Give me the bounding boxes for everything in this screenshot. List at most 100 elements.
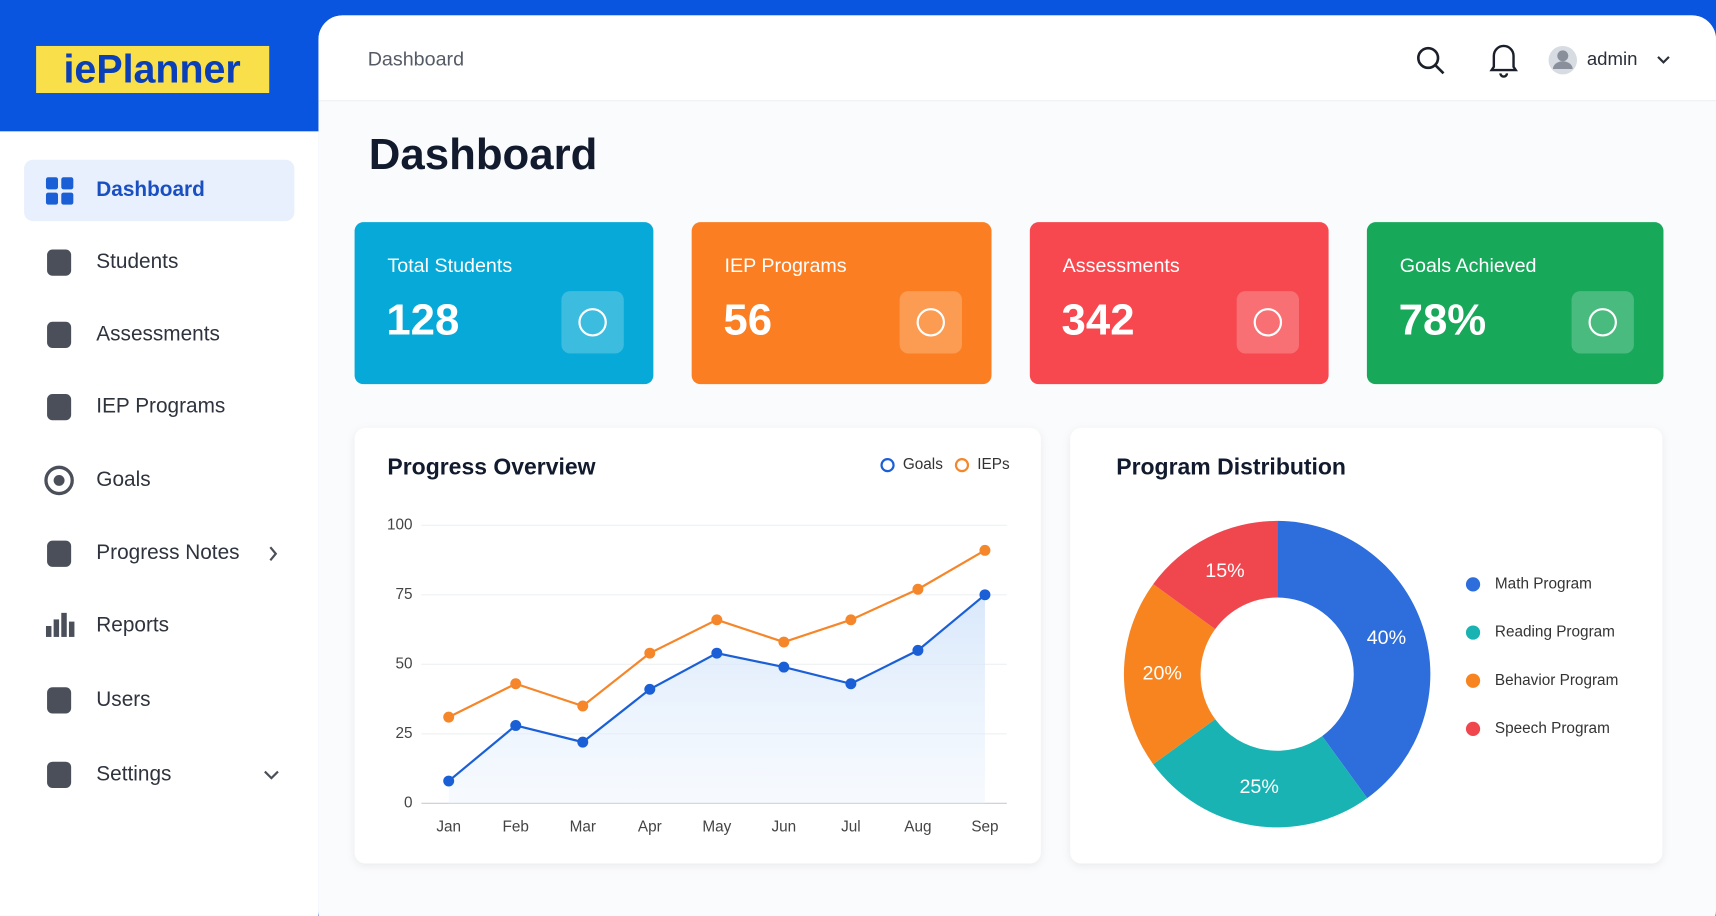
stat-card — [354, 222, 654, 385]
nav-label[interactable]: IEP Programs — [96, 395, 225, 418]
stat-icon — [916, 308, 946, 337]
user-name[interactable]: admin — [1587, 48, 1638, 69]
chart-title: Progress Overview — [387, 453, 595, 479]
x-tick-label: Feb — [503, 818, 529, 835]
area-fill — [448, 594, 985, 804]
notification-icon[interactable] — [1489, 44, 1518, 78]
nav: Dashboard Students Assessments IEP Programs… — [24, 159, 295, 788]
legend-label: Math Program — [1495, 575, 1592, 592]
chart-title: Program Distribution — [1116, 453, 1346, 479]
x-tick-label: May — [702, 818, 731, 835]
nav-label[interactable]: Goals — [96, 468, 150, 491]
x-tick-label: Jul — [841, 818, 861, 835]
search-icon[interactable] — [1417, 46, 1445, 75]
stat-card — [1029, 222, 1329, 385]
nav-icon — [61, 612, 67, 637]
legend-label: Behavior Program — [1495, 672, 1618, 689]
data-point — [510, 678, 522, 690]
breadcrumb: Dashboard — [368, 48, 464, 70]
pie-slice — [1153, 719, 1368, 828]
y-tick-label: 50 — [396, 655, 413, 672]
nav-icon — [45, 177, 59, 190]
data-point — [845, 614, 857, 626]
nav-label[interactable]: Users — [96, 688, 150, 711]
nav-icon — [47, 321, 72, 349]
stat-label: Assessments — [1063, 255, 1180, 277]
sidebar — [0, 131, 319, 916]
nav-label[interactable]: Assessments — [96, 322, 220, 345]
charts: Progress Overview 0 25 50 75 100 Jan Feb Mar Apr M… — [387, 453, 1618, 835]
legend-label: IEPs — [977, 456, 1010, 473]
avatar[interactable] — [1548, 45, 1578, 75]
legend-marker — [1465, 625, 1481, 640]
nav-active-bg — [24, 159, 295, 222]
stat-value: 56 — [723, 295, 772, 344]
nav-icon — [53, 619, 60, 637]
legend-label: Reading Program — [1495, 624, 1615, 641]
legend-marker — [1465, 673, 1481, 688]
stat-icon-box — [561, 291, 624, 354]
nav-item[interactable]: Progress Notes — [47, 540, 278, 567]
stat-icon-box — [1236, 291, 1300, 354]
nav-label[interactable]: Reports — [96, 613, 169, 636]
nav-item[interactable]: Assessments — [47, 321, 220, 349]
data-point — [443, 775, 455, 787]
y-tick-label: 75 — [396, 586, 413, 603]
x-tick-label: Aug — [904, 818, 931, 835]
nav-item[interactable]: Settings — [47, 761, 279, 788]
data-point — [443, 711, 455, 723]
nav-label[interactable]: Progress Notes — [96, 541, 239, 564]
stat-label: Goals Achieved — [1400, 255, 1537, 277]
nav-icon — [68, 621, 75, 637]
stat-card — [1366, 222, 1664, 385]
nav-chevron — [264, 770, 279, 780]
stat-label: IEP Programs — [724, 255, 846, 277]
stat-icon-box — [1571, 291, 1634, 354]
x-tick-label: Apr — [638, 818, 662, 835]
stat-value: 128 — [386, 295, 459, 344]
x-tick-label: Mar — [570, 818, 596, 835]
data-point — [711, 614, 723, 626]
nav-item[interactable]: Users — [47, 687, 151, 714]
data-point — [912, 583, 924, 595]
data-point — [711, 647, 723, 659]
pie-slice — [1123, 584, 1216, 765]
legend-marker — [1465, 721, 1481, 736]
nav-icon — [45, 625, 52, 637]
slice-label: 25% — [1239, 776, 1278, 798]
nav-label[interactable]: Dashboard — [96, 178, 205, 201]
pie-slice — [1153, 520, 1278, 630]
logo: iePlanner — [63, 48, 240, 92]
legend-label: Speech Program — [1495, 720, 1610, 737]
stat-icon-box — [899, 291, 962, 354]
logo-box — [36, 45, 270, 94]
nav-label[interactable]: Settings — [96, 762, 171, 785]
data-point — [979, 544, 991, 556]
legend-label: Goals — [903, 456, 943, 473]
data-point — [577, 736, 589, 748]
user-menu-chevron[interactable] — [1657, 56, 1670, 64]
nav-item[interactable]: Students — [47, 249, 178, 276]
nav-item[interactable]: Goals — [44, 465, 151, 496]
data-point — [778, 661, 790, 673]
slice-label: 20% — [1143, 662, 1182, 684]
data-point — [912, 644, 924, 656]
stat-icon — [1588, 308, 1617, 337]
nav-icon — [47, 249, 72, 276]
x-tick-label: Jan — [436, 818, 461, 835]
nav-item[interactable]: Reports — [45, 612, 169, 637]
legend-marker — [880, 458, 895, 473]
nav-icon — [47, 540, 72, 567]
legend-marker — [954, 458, 970, 473]
nav-label[interactable]: Students — [96, 250, 178, 273]
stat-icon — [578, 308, 607, 337]
nav-item[interactable]: IEP Programs — [47, 393, 225, 421]
nav-item[interactable]: Dashboard — [24, 159, 295, 222]
nav-icon — [47, 687, 72, 714]
nav-icon — [53, 474, 65, 486]
nav-icon — [61, 192, 74, 205]
data-point — [644, 647, 656, 659]
stat-cards: Total Students 128 IEP Programs 56 Assessmen… — [354, 222, 1664, 385]
